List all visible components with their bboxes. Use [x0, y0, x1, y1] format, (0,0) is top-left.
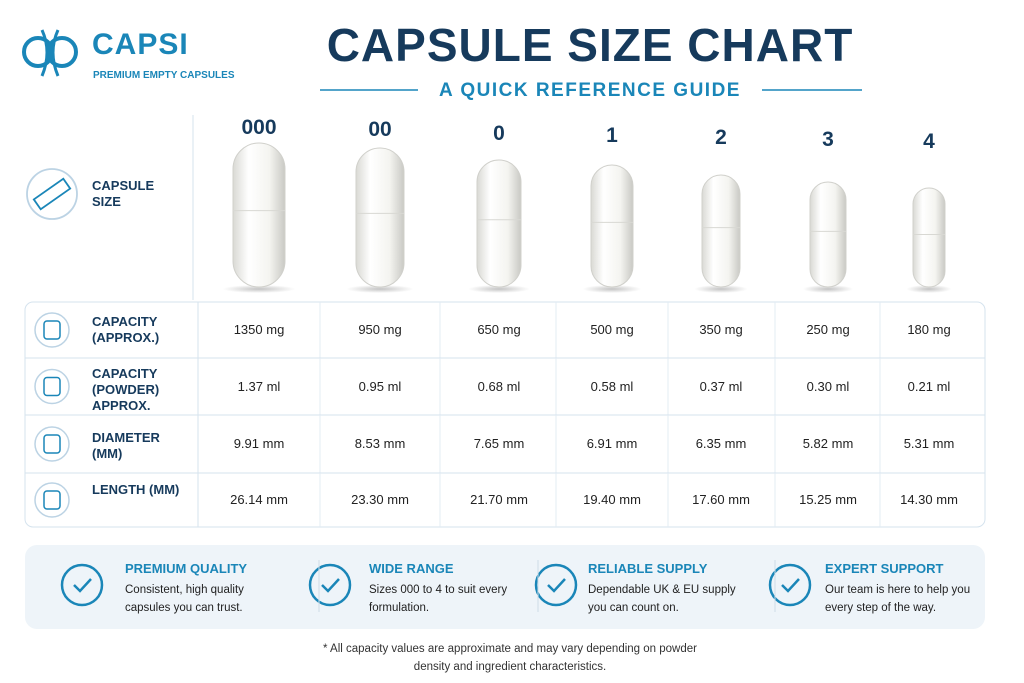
cell: 21.70 mm: [470, 492, 528, 507]
size-label: 0: [493, 122, 505, 145]
subtitle: A QUICK REFERENCE GUIDE: [439, 80, 741, 101]
feature-icon: [768, 563, 812, 607]
logo: [22, 29, 78, 77]
row-icon: [34, 312, 70, 348]
feature-icon: [534, 563, 578, 607]
size-label: CAPSULE SIZE: [92, 178, 155, 209]
capsule-shadow: [222, 285, 296, 293]
cell: 1350 mg: [233, 322, 285, 337]
row-icon-glyph: [43, 376, 61, 397]
capsule-shadow: [468, 285, 530, 293]
row-label: CAPACITY (POWDER) APPROX.: [92, 366, 160, 413]
cell: 500 mg: [590, 322, 634, 337]
cell: 5.82 mm: [802, 436, 854, 451]
cell: 650 mg: [477, 322, 521, 337]
cell: 15.25 mm: [799, 492, 857, 507]
cell: 0.58 ml: [590, 378, 634, 394]
size-label: 00: [368, 118, 392, 141]
cell: 950 mg: [358, 322, 402, 337]
feature-title: WIDE RANGE: [369, 561, 454, 576]
capsule: [809, 181, 847, 288]
feature-icon-glyph: [781, 578, 800, 593]
feature-icon-glyph: [547, 578, 566, 593]
feature-text: Dependable UK & EU supply you can count …: [588, 584, 736, 614]
row-icon: [34, 426, 70, 462]
cell: 5.31 mm: [903, 436, 955, 451]
cell: 0.95 ml: [358, 378, 402, 394]
row-icon-glyph: [43, 320, 61, 340]
cell: 19.40 mm: [583, 492, 641, 507]
title: CAPSULE SIZE CHART: [326, 19, 854, 71]
cell: 0.37 ml: [699, 378, 743, 394]
feature-icon: [308, 563, 352, 607]
row-icon-glyph: [43, 434, 61, 454]
row-icon-glyph: [43, 490, 61, 510]
capsule: [701, 174, 741, 288]
feature-text: Consistent, high quality capsules you ca…: [125, 584, 244, 614]
size-label: 3: [822, 128, 834, 151]
feature-title: EXPERT SUPPORT: [825, 561, 944, 576]
capsule: [476, 159, 522, 288]
footnote: * All capacity values are approximate an…: [323, 643, 697, 673]
feature-icon-glyph: [321, 578, 340, 593]
cell: 350 mg: [699, 322, 743, 337]
cell: 250 mg: [806, 322, 850, 337]
capsule-shadow: [802, 285, 854, 293]
brand-name: CAPSI: [92, 28, 189, 61]
size-label: 000: [241, 116, 277, 139]
cell: 180 mg: [907, 322, 951, 337]
cell: 8.53 mm: [354, 436, 406, 451]
cell: 0.21 ml: [907, 378, 951, 394]
cell: 0.68 ml: [477, 378, 521, 394]
feature-band: [25, 545, 985, 629]
feature-text: Sizes 000 to 4 to suit every formulation…: [369, 584, 508, 614]
feature-text: Our team is here to help you every step …: [825, 584, 971, 614]
capsule-shadow: [346, 285, 414, 293]
capsule-shadow: [582, 285, 642, 293]
cell: 0.30 ml: [806, 378, 850, 394]
feature-title: RELIABLE SUPPLY: [588, 561, 708, 576]
cell: 7.65 mm: [473, 436, 525, 451]
brand-tagline: PREMIUM EMPTY CAPSULES: [93, 70, 235, 81]
cell: 1.37 ml: [237, 378, 281, 394]
cell: 9.91 mm: [233, 436, 285, 451]
row-label: LENGTH (MM): [92, 482, 180, 497]
capsule: [590, 164, 634, 288]
cell: 6.91 mm: [586, 436, 638, 451]
feature-icon: [60, 563, 104, 607]
ruler-icon: [26, 168, 78, 220]
cell: 14.30 mm: [900, 492, 958, 507]
row-icon: [34, 482, 70, 518]
cell: 17.60 mm: [692, 492, 750, 507]
capsule: [912, 187, 946, 288]
cell: 6.35 mm: [695, 436, 747, 451]
cell: 26.14 mm: [230, 492, 288, 507]
capsule-shadow: [694, 285, 748, 293]
cell: 23.30 mm: [351, 492, 409, 507]
drawn: [25, 142, 985, 612]
size-label: 2: [715, 126, 727, 149]
row-label: CAPACITY (APPROX.): [92, 314, 160, 345]
capsule: [355, 147, 405, 288]
feature-icon-glyph: [73, 578, 92, 593]
row-label: DIAMETER (MM): [92, 430, 160, 461]
capsule: [232, 142, 286, 288]
size-label: 4: [923, 130, 935, 153]
capsule-shadow: [906, 285, 952, 293]
feature-title: PREMIUM QUALITY: [125, 561, 248, 576]
row-icon: [34, 368, 70, 405]
size-label: 1: [606, 124, 618, 147]
